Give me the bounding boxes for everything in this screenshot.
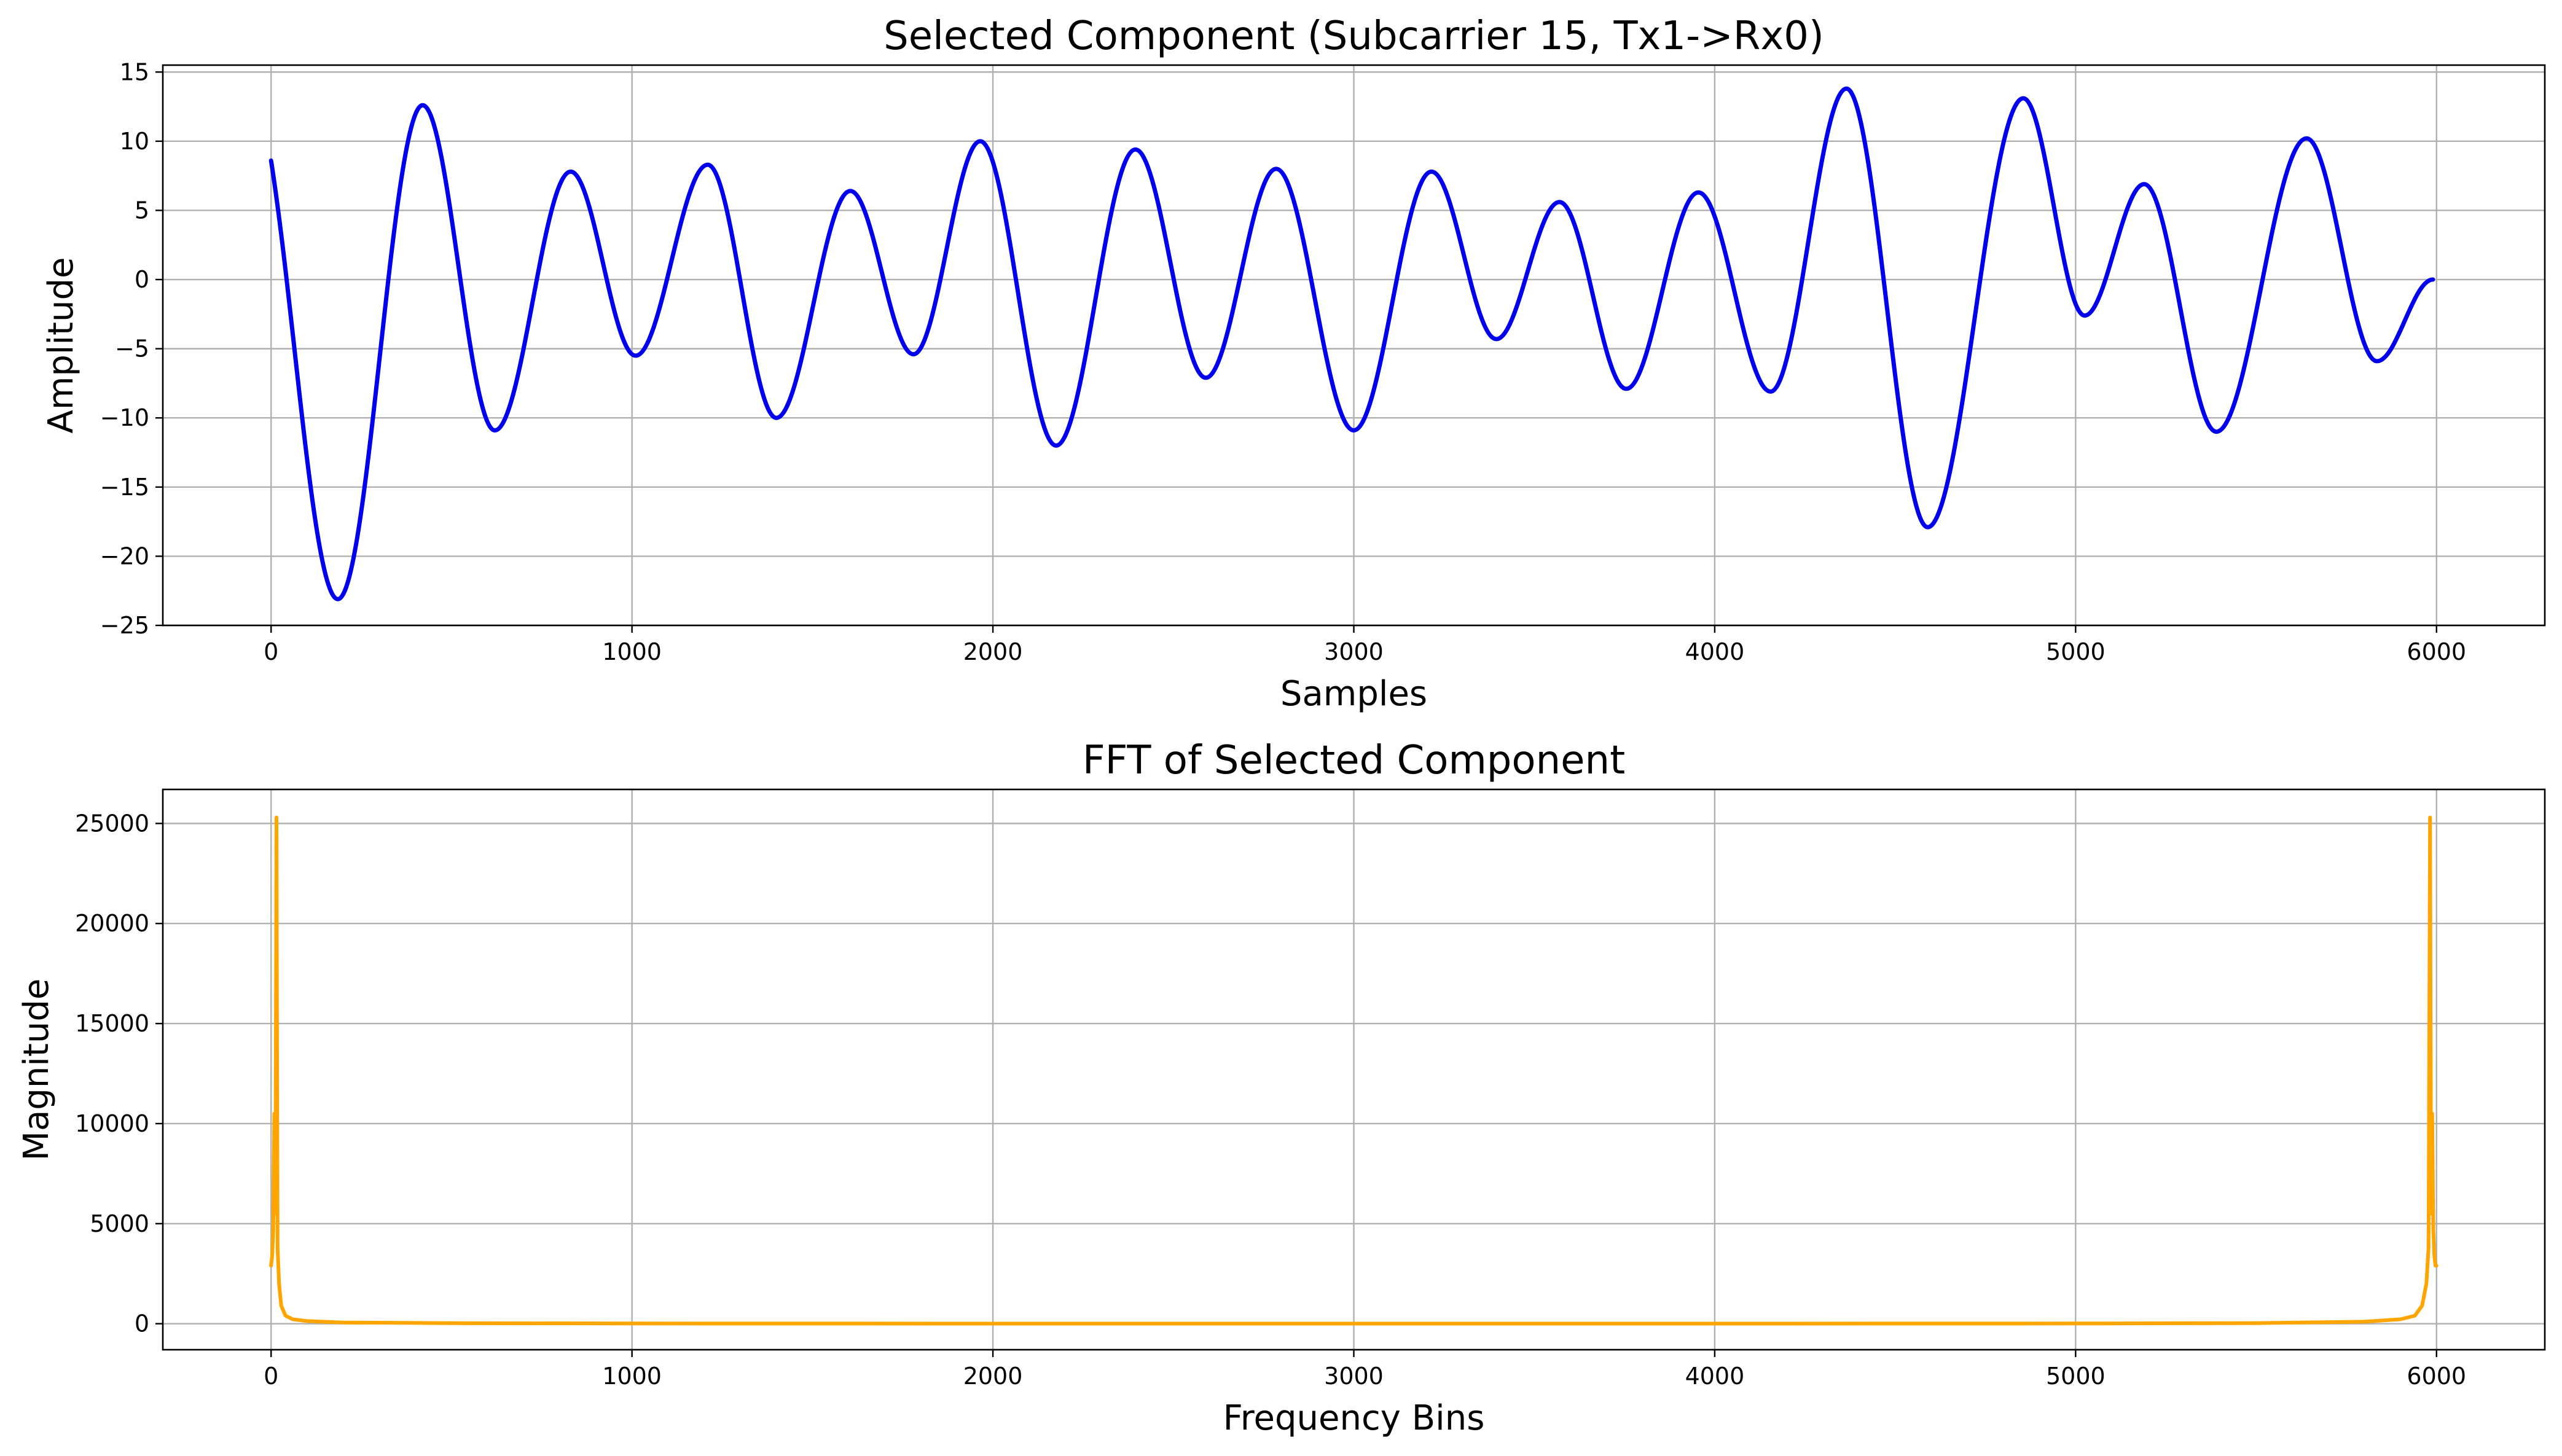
fft-x-tick-label: 0 bbox=[264, 1363, 278, 1390]
time-domain-y-tick-label: 0 bbox=[135, 266, 149, 293]
time-domain-y-tick-label: 10 bbox=[120, 128, 149, 155]
time-domain-series-line bbox=[268, 86, 2435, 601]
time-domain-chart: 0 1000 2000 3000 4000 5000 6000 −25 −20 −15 −10 −5 0… bbox=[41, 14, 2546, 714]
time-domain-x-tick-label: 3000 bbox=[1324, 638, 1384, 665]
time-domain-x-tick-label: 1000 bbox=[602, 638, 662, 665]
time-domain-y-tick-label: −25 bbox=[100, 612, 149, 639]
time-domain-x-tick-label: 4000 bbox=[1685, 638, 1745, 665]
fft-series-line bbox=[269, 815, 2439, 1326]
time-domain-line-layer bbox=[268, 86, 2435, 601]
time-domain-x-tick-label: 6000 bbox=[2407, 638, 2466, 665]
time-domain-ticks: 0 1000 2000 3000 4000 5000 6000 −25 −20 −15 −10 −5 0… bbox=[100, 58, 2466, 665]
fft-y-tick-label: 25000 bbox=[75, 810, 149, 837]
fft-y-tick-label: 5000 bbox=[90, 1210, 149, 1237]
fft-chart: 0 1000 2000 3000 4000 5000 6000 0 5000 10000 15000… bbox=[17, 738, 2546, 1438]
time-domain-y-tick-label: 15 bbox=[120, 58, 149, 85]
time-domain-y-axis-label: Amplitude bbox=[41, 257, 81, 434]
time-domain-y-tick-label: −10 bbox=[100, 404, 149, 431]
time-domain-y-tick-label: −20 bbox=[100, 542, 149, 569]
time-domain-chart-title: Selected Component (Subcarrier 15, Tx1->… bbox=[883, 14, 1824, 59]
time-domain-y-tick-label: −15 bbox=[100, 474, 149, 501]
fft-x-tick-label: 2000 bbox=[963, 1363, 1023, 1390]
fft-line-layer bbox=[269, 815, 2439, 1326]
fft-y-tick-label: 10000 bbox=[75, 1110, 149, 1137]
fft-x-tick-label: 1000 bbox=[602, 1363, 662, 1390]
fft-x-tick-label: 6000 bbox=[2407, 1363, 2466, 1390]
fft-chart-title: FFT of Selected Component bbox=[1083, 738, 1625, 783]
fft-y-tick-label: 0 bbox=[135, 1310, 149, 1337]
time-domain-x-axis-label: Samples bbox=[1280, 674, 1427, 714]
fft-x-tick-label: 3000 bbox=[1324, 1363, 1384, 1390]
time-domain-x-tick-label: 5000 bbox=[2046, 638, 2106, 665]
time-domain-y-tick-label: −5 bbox=[115, 335, 149, 362]
fft-y-axis-label: Magnitude bbox=[17, 979, 57, 1161]
fft-y-tick-label: 15000 bbox=[75, 1010, 149, 1037]
time-domain-x-tick-label: 0 bbox=[264, 638, 278, 665]
fft-x-tick-label: 5000 bbox=[2046, 1363, 2106, 1390]
fft-y-tick-label: 20000 bbox=[75, 910, 149, 937]
fft-x-axis-label: Frequency Bins bbox=[1223, 1398, 1485, 1438]
time-domain-x-tick-label: 2000 bbox=[963, 638, 1023, 665]
time-domain-y-tick-label: 5 bbox=[135, 197, 149, 224]
fft-ticks: 0 1000 2000 3000 4000 5000 6000 0 5000 10000 15000… bbox=[75, 810, 2466, 1390]
time-domain-grid bbox=[163, 65, 2545, 627]
fft-x-tick-label: 4000 bbox=[1685, 1363, 1745, 1390]
